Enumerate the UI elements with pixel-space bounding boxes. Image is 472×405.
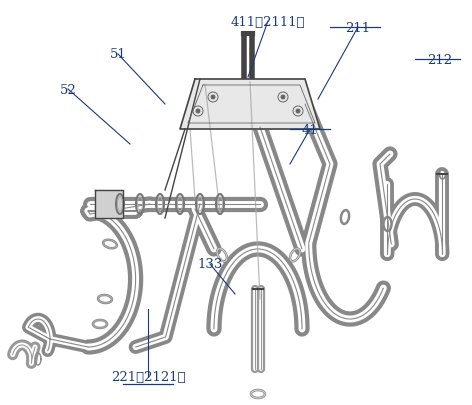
- Text: 211: 211: [346, 21, 371, 34]
- Text: 221（2121）: 221（2121）: [111, 371, 185, 384]
- Text: 133: 133: [197, 258, 223, 271]
- Text: 51: 51: [110, 48, 126, 61]
- Circle shape: [296, 110, 300, 114]
- Text: 41: 41: [302, 123, 319, 136]
- Text: 52: 52: [59, 83, 76, 96]
- Circle shape: [211, 96, 215, 100]
- Circle shape: [196, 110, 200, 114]
- Polygon shape: [95, 190, 123, 218]
- Polygon shape: [180, 80, 320, 130]
- Circle shape: [281, 96, 285, 100]
- Text: 411（2111）: 411（2111）: [231, 15, 305, 28]
- Text: 212: 212: [428, 53, 453, 66]
